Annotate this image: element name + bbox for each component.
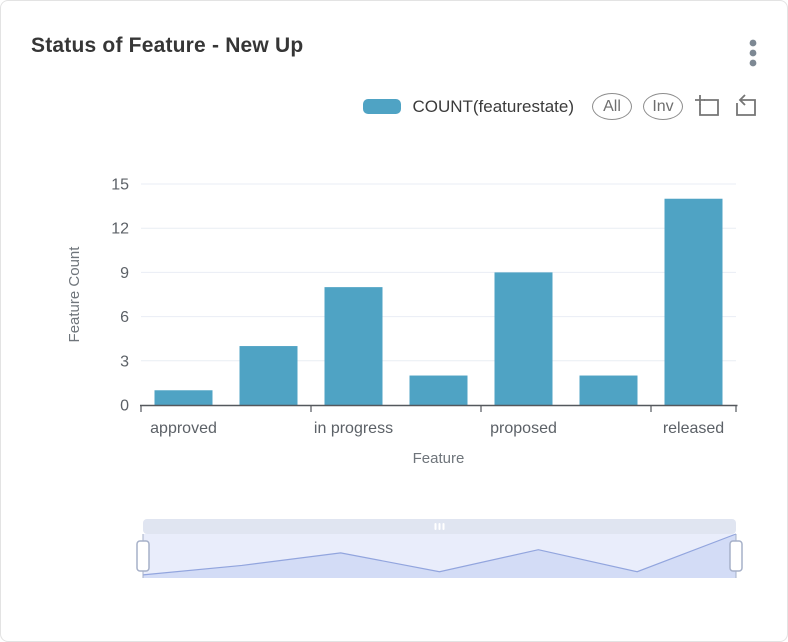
y-tick-label: 6 (120, 309, 129, 326)
y-tick-label: 12 (111, 221, 129, 238)
y-tick-label: 15 (111, 177, 129, 194)
drag-grip-icon (434, 523, 437, 530)
bar-approved[interactable] (154, 390, 213, 405)
drag-grip-icon (438, 523, 441, 530)
legend-select-all-button[interactable]: All (592, 93, 632, 120)
bar-in progress[interactable] (324, 287, 383, 405)
bar-released[interactable] (664, 198, 723, 405)
drag-grip-icon (442, 523, 445, 530)
bar-1[interactable] (239, 346, 298, 405)
legend-invert-button[interactable]: Inv (643, 93, 683, 120)
slider-handle-left[interactable] (136, 540, 150, 572)
slider-handle-right[interactable] (729, 540, 743, 572)
slider-shadow-line (142, 533, 737, 576)
legend-row: COUNT(featurestate) All Inv (363, 93, 757, 120)
x-tick-label: proposed (490, 420, 557, 437)
y-tick-label: 0 (120, 398, 129, 415)
x-tick-label: approved (150, 420, 217, 437)
zoom-select-icon[interactable] (694, 94, 720, 120)
x-tick-label: released (663, 420, 724, 437)
bar-proposed[interactable] (494, 272, 553, 405)
x-tick-label: in progress (314, 420, 393, 437)
more-vertical-icon (749, 39, 757, 67)
zoom-reset-icon[interactable] (731, 93, 757, 120)
bar-3[interactable] (409, 375, 468, 405)
page-title: Status of Feature - New Up (31, 34, 304, 57)
legend-series-label[interactable]: COUNT(featurestate) (412, 96, 574, 116)
kebab-menu-icon[interactable] (747, 37, 759, 69)
legend-swatch[interactable] (363, 99, 402, 114)
y-tick-label: 9 (120, 265, 129, 282)
bar-5[interactable] (579, 375, 638, 405)
x-axis-title: Feature (413, 450, 465, 467)
y-tick-label: 3 (120, 353, 129, 370)
y-axis-title: Feature Count (66, 246, 83, 343)
slider-shadow-area (143, 534, 736, 578)
